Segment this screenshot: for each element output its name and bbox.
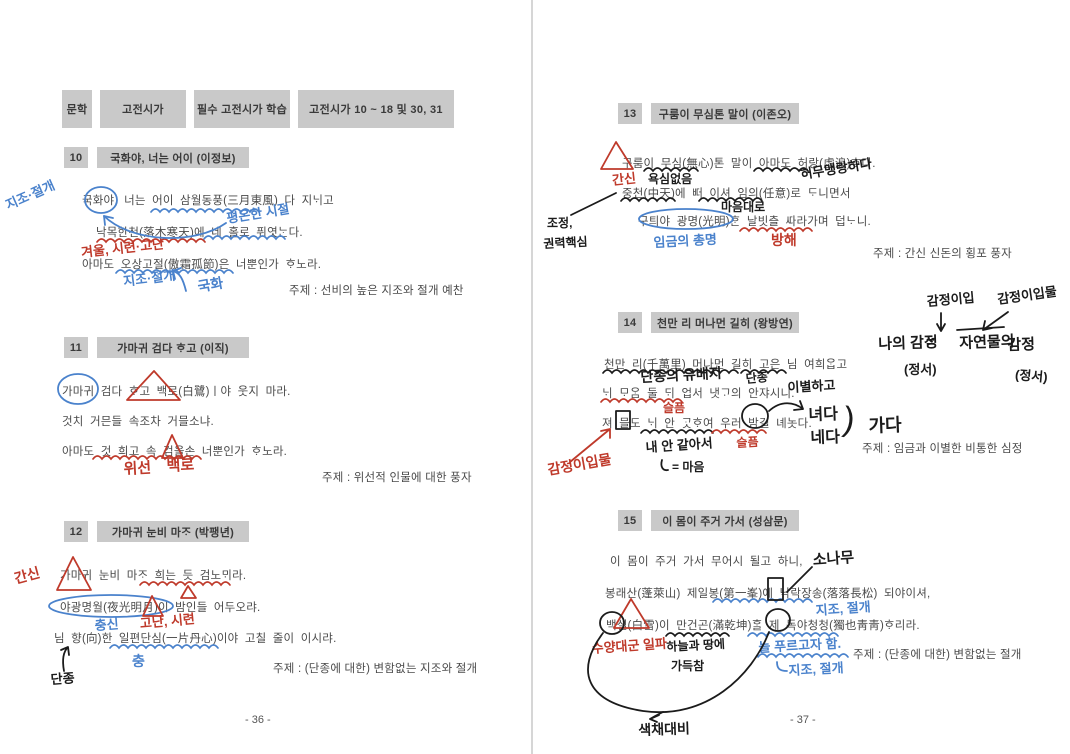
- wavy-underline-ttara: [739, 226, 813, 234]
- hw-trial: 고난, 시련: [139, 611, 196, 631]
- wavy-underline-mangeongon: [665, 631, 730, 639]
- hw-feeling: 감정: [1007, 336, 1036, 354]
- wavy-underline-ilpyeon: [109, 643, 219, 651]
- hw-filled: 가득참: [671, 659, 705, 673]
- hw-obstruct: 방해: [771, 232, 797, 248]
- section-14-number: 14: [618, 312, 642, 333]
- wavy-underline-goeun: [740, 368, 787, 376]
- theme-14: 주제 : 임금과 이별한 비통한 심정: [862, 443, 1023, 455]
- hw-equals: =: [926, 334, 935, 351]
- poem-line: 구룸이 무심(無心)톤 말이 아마도 허랑(虛浪)ᄒᆞ다.: [622, 158, 876, 170]
- section-14-title: 천만 리 머나먼 길히 (왕방연): [651, 312, 799, 333]
- wavy-underline-osang: [115, 268, 234, 276]
- wavy-underline-nakrak: [712, 597, 813, 605]
- wavy-underline-maeum: [600, 397, 683, 405]
- theme-13: 주제 : 간신 신돈의 횡포 풍자: [873, 248, 1012, 260]
- wavy-underline-jungcheon: [620, 196, 676, 204]
- theme-15: 주제 : (단종에 대한) 변함없는 절개: [853, 649, 1022, 661]
- wavy-underline-naean: [640, 428, 714, 436]
- arrow-to-nyeoda: [768, 400, 804, 412]
- hw-court: 조정,: [547, 216, 573, 230]
- hw-empathy: 감정이입: [926, 289, 976, 309]
- wavy-underline-ureo: [711, 428, 767, 436]
- poem-line: 국화야, 너는 어이 삼월동풍(三月東風) 다 지ᄂᆡ고: [82, 195, 334, 207]
- poem-line: 천만 리(千萬里) 머나먼 길히 고은 님 여희ᄋᆞᆸ고: [604, 359, 848, 371]
- section-13-title: 구룸이 무심톤 말이 (이존오): [651, 103, 799, 124]
- section-15-number: 15: [618, 510, 642, 531]
- hw-pine-tree: 소나무: [812, 549, 855, 569]
- hw-sadness-1: 슬픔: [663, 401, 686, 415]
- wavy-underline-holo: [203, 234, 286, 242]
- hw-gansin-13: 간신: [611, 170, 637, 188]
- hw-jijo-1: 지조, 절개: [815, 599, 872, 618]
- hw-empathy-object: 감정이입물: [996, 283, 1058, 307]
- arrow-empathy-obj-diag: [982, 311, 1009, 331]
- wavy-underline-geomno: [139, 580, 231, 588]
- hw-brace: ): [840, 400, 858, 440]
- poem-line: 님 향(向)한 일편단심(一片丹心)이야 고칠 줄이 이시랴.: [54, 633, 337, 645]
- hook-equals-mind: [660, 459, 669, 472]
- section-11-title: 가마귀 검다 ᄒᆞ고 (이직): [97, 337, 249, 358]
- hw-equals-mind: = 마음: [672, 460, 705, 474]
- hw-gansin-12: 간신: [12, 564, 42, 587]
- poem-line: 아마도 오상고절(傲霜孤節)은 너뿐인가 ᄒᆞ노라.: [82, 259, 322, 271]
- hw-jijo-left: 지조·절개: [3, 177, 57, 213]
- wavy-underline-dokya: [747, 631, 839, 639]
- hw-chung: 충: [132, 653, 145, 669]
- hw-suyang-faction: 수양대군 일파: [591, 635, 668, 656]
- section-10-number: 10: [64, 147, 88, 168]
- pointer-court-jungcheon: [570, 192, 617, 216]
- hw-color-contrast: 색채대비: [638, 720, 691, 738]
- theme-11: 주제 : 위선적 인물에 대한 풍자: [322, 472, 472, 484]
- poem-line: 이 몸이 주거 가서 무어시 될고 하니,: [610, 556, 803, 568]
- header-cell-range: 고전시가 10 ~ 18 및 30, 31: [298, 90, 454, 128]
- overline-nature: [956, 326, 1005, 331]
- hw-emotion-right: (정서): [1014, 366, 1049, 385]
- wavy-underline-hypocrite: [92, 454, 202, 462]
- page-number-37: - 37 -: [790, 714, 816, 726]
- header-cell-lesson: 필수 고전시가 학습: [194, 90, 290, 128]
- hw-nyeoda: 녀다: [808, 405, 839, 424]
- hw-danjong-12: 단종: [50, 670, 76, 687]
- section-12-number: 12: [64, 521, 88, 542]
- wavy-underline-evergreen: [757, 652, 849, 660]
- hw-empathy-object-label: 감정이입물: [546, 450, 613, 478]
- section-11-number: 11: [64, 337, 88, 358]
- theme-10: 주제 : 선비의 높은 지조와 절개 예찬: [289, 285, 464, 297]
- wavy-underline-cheonman: [602, 368, 739, 376]
- theme-12: 주제 : (단종에 대한) 변함없는 지조와 절개: [273, 663, 478, 675]
- header-cell-category: 고전시가: [100, 90, 186, 128]
- poem-line: 가마귀 눈비 마ᄌᆞ 희는 듯 검노ᄆᆡ라.: [60, 570, 247, 582]
- bracket-jijo2: [776, 661, 788, 672]
- page-divider: [531, 0, 533, 754]
- hw-chungsin: 충신: [94, 616, 120, 633]
- poem-line: 백설(白雪)이 만건곤(滿乾坤)ᄒᆞᆯ 제 독야청청(獨也靑靑)ᄒᆞ리라.: [606, 620, 920, 632]
- hw-kings-wisdom: 임금의 총명: [653, 231, 718, 250]
- hw-emotion-left: (정서): [904, 362, 937, 377]
- poem-line: 가마귀 검다 ᄒᆞ고 백로(白鷺)ㅣ야 웃지 마라.: [62, 386, 291, 398]
- header-cell-subject: 문학: [62, 90, 92, 128]
- section-10-title: 국화야, 너는 어이 (이정보): [97, 147, 249, 168]
- hw-no-greed: 욕심없음: [648, 172, 693, 186]
- arrow-empathy-down: [936, 312, 946, 332]
- wavy-underline-imui: [698, 196, 763, 204]
- section-15-title: 이 몸이 주거 가서 (성삼문): [651, 510, 799, 531]
- wavy-underline-musim: [643, 166, 699, 174]
- page-number-36: - 36 -: [245, 714, 271, 726]
- section-13-number: 13: [618, 103, 642, 124]
- wavy-underline-heorang: [753, 166, 809, 174]
- poem-line: 중천(中天)에 ᄠᅥ 이셔 임의(任意)로 ᄃᆞ니면서: [622, 188, 851, 200]
- hw-parting: 이별하고: [787, 377, 836, 395]
- poem-line: ᄂᆡ ᄆᆞᄋᆞᆷ 둘 ᄃᆡ 업서 냇ᄀᆞ의 안쟈시니.: [602, 388, 795, 400]
- wavy-underline-samwol: [150, 207, 260, 215]
- section-12-title: 가마귀 눈비 마ᄌᆞ (박팽년): [97, 521, 249, 542]
- hw-gada: 가다: [868, 414, 902, 436]
- hw-neda: 네다: [810, 428, 841, 447]
- hw-power-core: 권력핵심: [543, 234, 588, 251]
- wavy-underline-nakmok: [96, 237, 206, 245]
- poem-line: 것치 거믄들 속조차 거믈소냐.: [62, 416, 214, 428]
